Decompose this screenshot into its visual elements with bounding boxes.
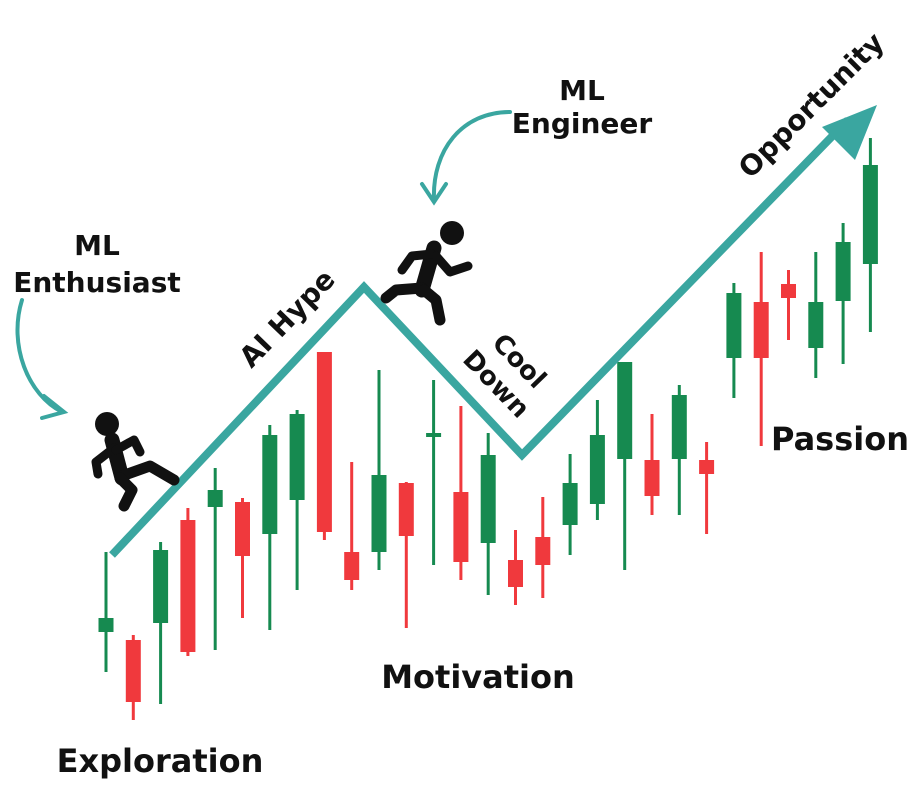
candle-body	[453, 492, 469, 562]
candle-body	[180, 520, 196, 652]
candlestick-group	[98, 138, 878, 720]
candlestick	[781, 270, 796, 340]
candle-body	[589, 435, 605, 504]
candle-body	[344, 552, 360, 580]
candlestick	[562, 454, 578, 555]
candlestick	[316, 352, 332, 540]
ml-engineer-label-line1: ML	[559, 74, 605, 107]
candlestick	[753, 252, 769, 446]
candlestick	[98, 552, 114, 672]
candle-body	[562, 483, 578, 525]
ml-enthusiast-label-line2: Enthusiast	[13, 266, 181, 299]
candlestick	[153, 542, 169, 704]
candlestick	[835, 223, 851, 364]
candle-body	[235, 502, 250, 556]
candle-body	[398, 483, 414, 536]
candle-body	[153, 550, 169, 623]
candlestick	[671, 385, 687, 515]
candlestick	[371, 370, 387, 570]
candle-body	[371, 475, 387, 552]
passion-label: Passion	[771, 420, 909, 458]
candlestick	[235, 498, 250, 618]
trend-arrow-icon	[822, 105, 877, 160]
candle-body	[316, 352, 332, 532]
candlestick	[453, 406, 469, 580]
candlestick	[262, 425, 278, 630]
candle-body	[726, 293, 742, 358]
candle-body	[808, 302, 824, 348]
candle-body	[289, 414, 305, 500]
candlestick	[344, 462, 360, 590]
candle-body	[835, 242, 851, 301]
candle-body	[125, 640, 141, 702]
candlestick	[125, 635, 141, 720]
candle-body	[426, 433, 442, 437]
curved-arrow-icon	[15, 298, 69, 420]
ml-engineer-label-line2: Engineer	[512, 107, 653, 140]
candlestick	[289, 410, 305, 590]
running-person-icon	[380, 221, 473, 326]
candle-body	[862, 165, 878, 264]
candlestick	[644, 414, 660, 515]
candlestick	[398, 482, 414, 628]
motivation-label: Motivation	[381, 658, 575, 696]
candle-body	[508, 560, 523, 587]
candle-body	[262, 435, 278, 534]
candle-body	[617, 362, 633, 459]
candle-body	[535, 537, 551, 565]
candle-body	[671, 395, 687, 459]
candle-body	[644, 460, 660, 496]
candlestick	[508, 530, 523, 605]
candlestick	[726, 283, 742, 398]
candle-body	[699, 460, 715, 474]
candlestick	[699, 442, 715, 534]
candle-body	[207, 490, 223, 507]
candlestick	[426, 380, 442, 565]
exploration-label: Exploration	[57, 742, 264, 780]
candle-body	[753, 302, 769, 358]
candlestick	[480, 433, 496, 595]
candlestick	[862, 138, 878, 332]
trend-line	[109, 117, 851, 558]
candlestick	[808, 252, 824, 378]
ml-enthusiast-label-line1: ML	[74, 229, 120, 262]
curved-arrow-icon	[420, 110, 512, 206]
candle-body	[781, 284, 796, 298]
candlestick	[180, 508, 196, 656]
candlestick	[207, 468, 223, 650]
candle-body	[98, 618, 114, 632]
candlestick	[535, 497, 551, 598]
candle-body	[480, 455, 496, 543]
running-person-icon	[91, 412, 180, 512]
candlestick	[617, 362, 633, 570]
candlestick	[589, 400, 605, 520]
